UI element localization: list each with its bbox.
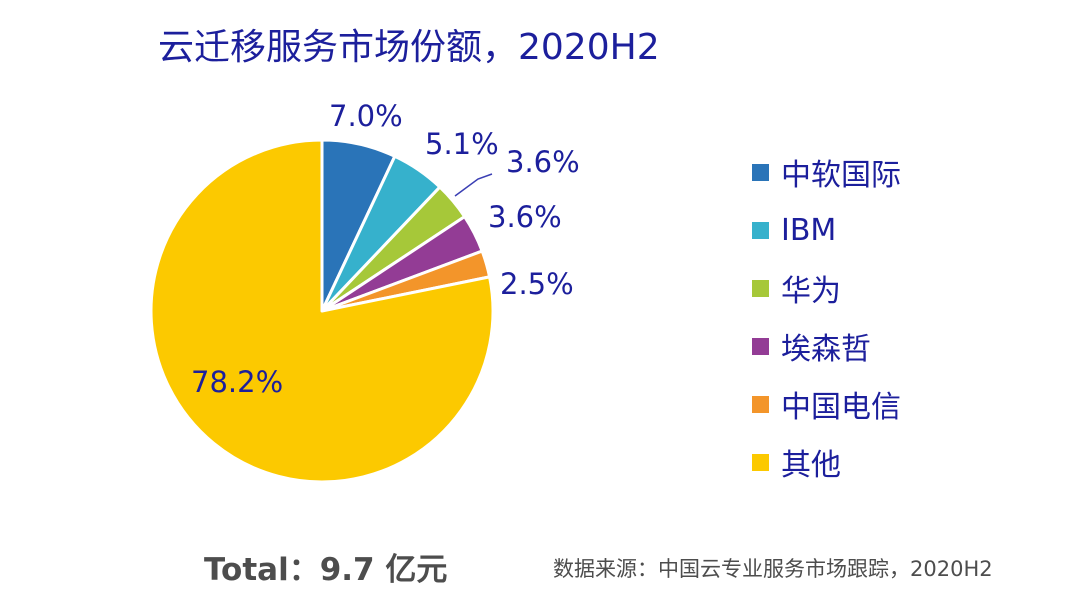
legend-label-accenture: 埃森哲 [781,332,871,367]
legend-item-zhongruanguoji: 中软国际 [752,143,901,201]
legend-item-accenture: 埃森哲 [752,317,901,375]
legend-swatch-others [752,453,769,471]
legend-item-china-telecom: 中国电信 [752,375,901,433]
data-label-accenture: 3.6% [488,200,562,234]
chart-title: 云迁移服务市场份额，2020H2 [158,27,660,68]
data-label-huawei: 3.6% [506,145,580,179]
data-source: 数据来源：中国云专业服务市场跟踪，2020H2 [553,557,993,581]
data-label-others: 78.2% [191,365,283,399]
legend-swatch-ibm [752,221,769,239]
legend-item-ibm: IBM [752,201,901,259]
legend-item-others: 其他 [752,433,901,491]
legend-label-china-telecom: 中国电信 [781,390,901,425]
legend-swatch-huawei [752,279,769,297]
total-value: Total：9.7 亿元 [204,552,448,588]
legend-swatch-accenture [752,337,769,355]
legend-swatch-zhongruanguoji [752,163,769,181]
data-label-zhongruanguoji: 7.0% [329,99,403,133]
leader-line-huawei [454,173,493,197]
legend-label-ibm: IBM [781,212,837,248]
legend-label-huawei: 华为 [781,274,841,309]
pie-slice-others [149,138,495,484]
legend-item-huawei: 华为 [752,259,901,317]
legend: 中软国际 IBM 华为 埃森哲 中国电信 其他 [752,143,901,491]
legend-label-others: 其他 [781,448,841,483]
data-label-china-telecom: 2.5% [500,267,574,301]
legend-swatch-china-telecom [752,395,769,413]
data-label-ibm: 5.1% [425,127,499,161]
legend-label-zhongruanguoji: 中软国际 [781,158,901,193]
